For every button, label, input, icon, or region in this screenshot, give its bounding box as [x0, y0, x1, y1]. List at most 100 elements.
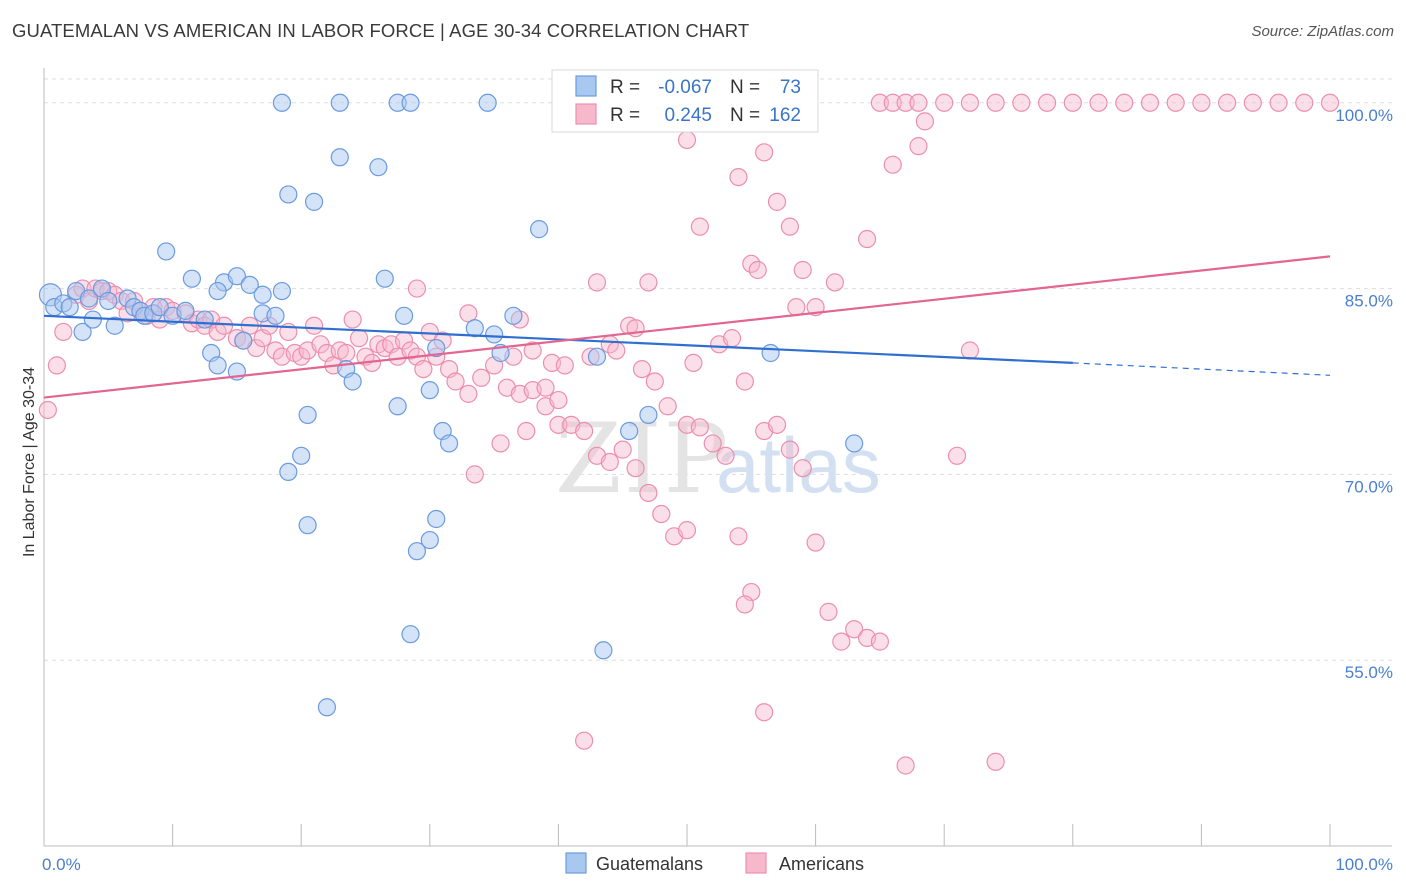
americans-point — [575, 421, 594, 441]
americans-point — [639, 483, 658, 503]
guatemalans-point — [420, 381, 439, 400]
guatemalans-point — [208, 281, 227, 301]
americans-point — [780, 217, 799, 236]
americans-point — [729, 527, 748, 546]
guatemalans-point — [73, 322, 92, 342]
americans-point — [1243, 93, 1262, 112]
guatemalans-point — [330, 148, 349, 167]
americans-point — [549, 415, 568, 434]
guatemalans-point — [272, 93, 292, 112]
guatemalans-point — [485, 325, 504, 344]
guatemalans-point — [407, 542, 427, 561]
americans-point — [613, 440, 632, 459]
y-tick-labels: 55.0% 70.0% 85.0% 100.0% — [1335, 106, 1393, 682]
x-tick-labels: 0.0% 100.0% — [42, 855, 1393, 874]
legend-box: R = -0.067 N = 73 R = 0.245 N = 162 — [551, 69, 819, 133]
americans-point — [755, 143, 774, 162]
americans-point — [1063, 93, 1082, 112]
guatemalans-point — [99, 291, 118, 311]
americans-point — [735, 595, 754, 614]
series-guatemalans-points — [38, 93, 864, 717]
americans-point — [555, 356, 574, 375]
guatemalans-point — [317, 698, 337, 717]
guatemalans-point — [620, 421, 639, 441]
guatemalans-point — [330, 93, 349, 112]
legend-r-label: R = — [610, 105, 640, 126]
guatemalans-point — [60, 298, 79, 317]
americans-point — [787, 298, 806, 317]
americans-point — [1037, 93, 1057, 112]
guatemalans-point — [343, 372, 362, 391]
americans-point — [420, 322, 439, 342]
guatemalans-point — [279, 185, 298, 204]
americans-point — [883, 93, 902, 112]
americans-point — [600, 452, 619, 472]
guatemalans-point — [369, 158, 388, 177]
americans-point — [536, 378, 555, 397]
guatemalans-point — [587, 347, 607, 366]
guatemalans-point — [504, 306, 523, 325]
americans-point — [947, 446, 967, 465]
legend-r-value-americans: 0.245 — [664, 105, 712, 126]
americans-point — [986, 93, 1005, 112]
axes — [43, 68, 1392, 847]
bottom-legend-label-guatemalans: Guatemalans — [596, 854, 703, 874]
y-axis-label: In Labor Force | Age 30-34 — [21, 367, 38, 557]
guatemalans-point — [150, 298, 169, 317]
americans-point — [832, 632, 851, 651]
guatemalans-point — [845, 434, 864, 453]
x-tick-label: 100.0% — [1335, 855, 1393, 874]
americans-point — [960, 93, 980, 112]
guatemalans-point — [234, 331, 253, 350]
y-tick-label: 70.0% — [1345, 477, 1393, 496]
guatemalans-point — [427, 509, 446, 529]
guatemalans-point — [83, 310, 102, 329]
americans-point — [465, 465, 484, 484]
americans-point — [54, 322, 73, 342]
americans-point — [896, 756, 915, 775]
americans-point — [883, 155, 902, 174]
guatemalans-point — [157, 242, 176, 261]
americans-point — [870, 632, 890, 651]
guatemalans-point — [478, 93, 497, 112]
americans-point — [780, 440, 799, 459]
americans-point — [857, 229, 877, 249]
americans-point — [491, 434, 510, 453]
guatemalans-point — [292, 446, 311, 465]
guatemalans-point — [298, 405, 317, 425]
guatemalans-point — [639, 405, 658, 425]
americans-point — [806, 533, 825, 552]
legend-n-value-americans: 162 — [769, 105, 801, 126]
americans-point — [47, 356, 66, 375]
legend-r-value-guatemalans: -0.067 — [658, 77, 712, 98]
bottom-legend-swatch-guatemalans — [565, 852, 587, 874]
guatemalans-point — [427, 338, 446, 358]
y-tick-label: 55.0% — [1345, 663, 1393, 682]
americans-point — [414, 359, 433, 379]
americans-point — [472, 368, 491, 387]
y-tick-label: 100.0% — [1335, 106, 1393, 125]
americans-point — [1012, 93, 1031, 112]
americans-point — [690, 418, 709, 437]
americans-point — [626, 459, 645, 478]
americans-point — [793, 260, 812, 280]
americans-point — [722, 329, 742, 348]
legend-swatch-americans — [575, 103, 597, 125]
americans-point — [549, 390, 568, 410]
x-tick-label: 0.0% — [42, 855, 81, 874]
americans-point — [909, 137, 928, 156]
americans-point — [523, 341, 542, 360]
americans-point — [684, 353, 703, 373]
americans-point — [446, 372, 465, 391]
americans-point — [767, 192, 787, 211]
source-credit: Source: ZipAtlas.com — [1251, 23, 1394, 40]
americans-point — [825, 273, 844, 292]
americans-point — [1192, 93, 1211, 112]
guatemalans-point — [420, 530, 439, 550]
americans-point — [677, 521, 697, 540]
americans-point — [1218, 93, 1237, 112]
guatemalans-point — [240, 275, 259, 294]
americans-point — [845, 620, 864, 639]
guatemalans-point — [266, 306, 285, 325]
y-tick-label: 85.0% — [1345, 292, 1393, 311]
